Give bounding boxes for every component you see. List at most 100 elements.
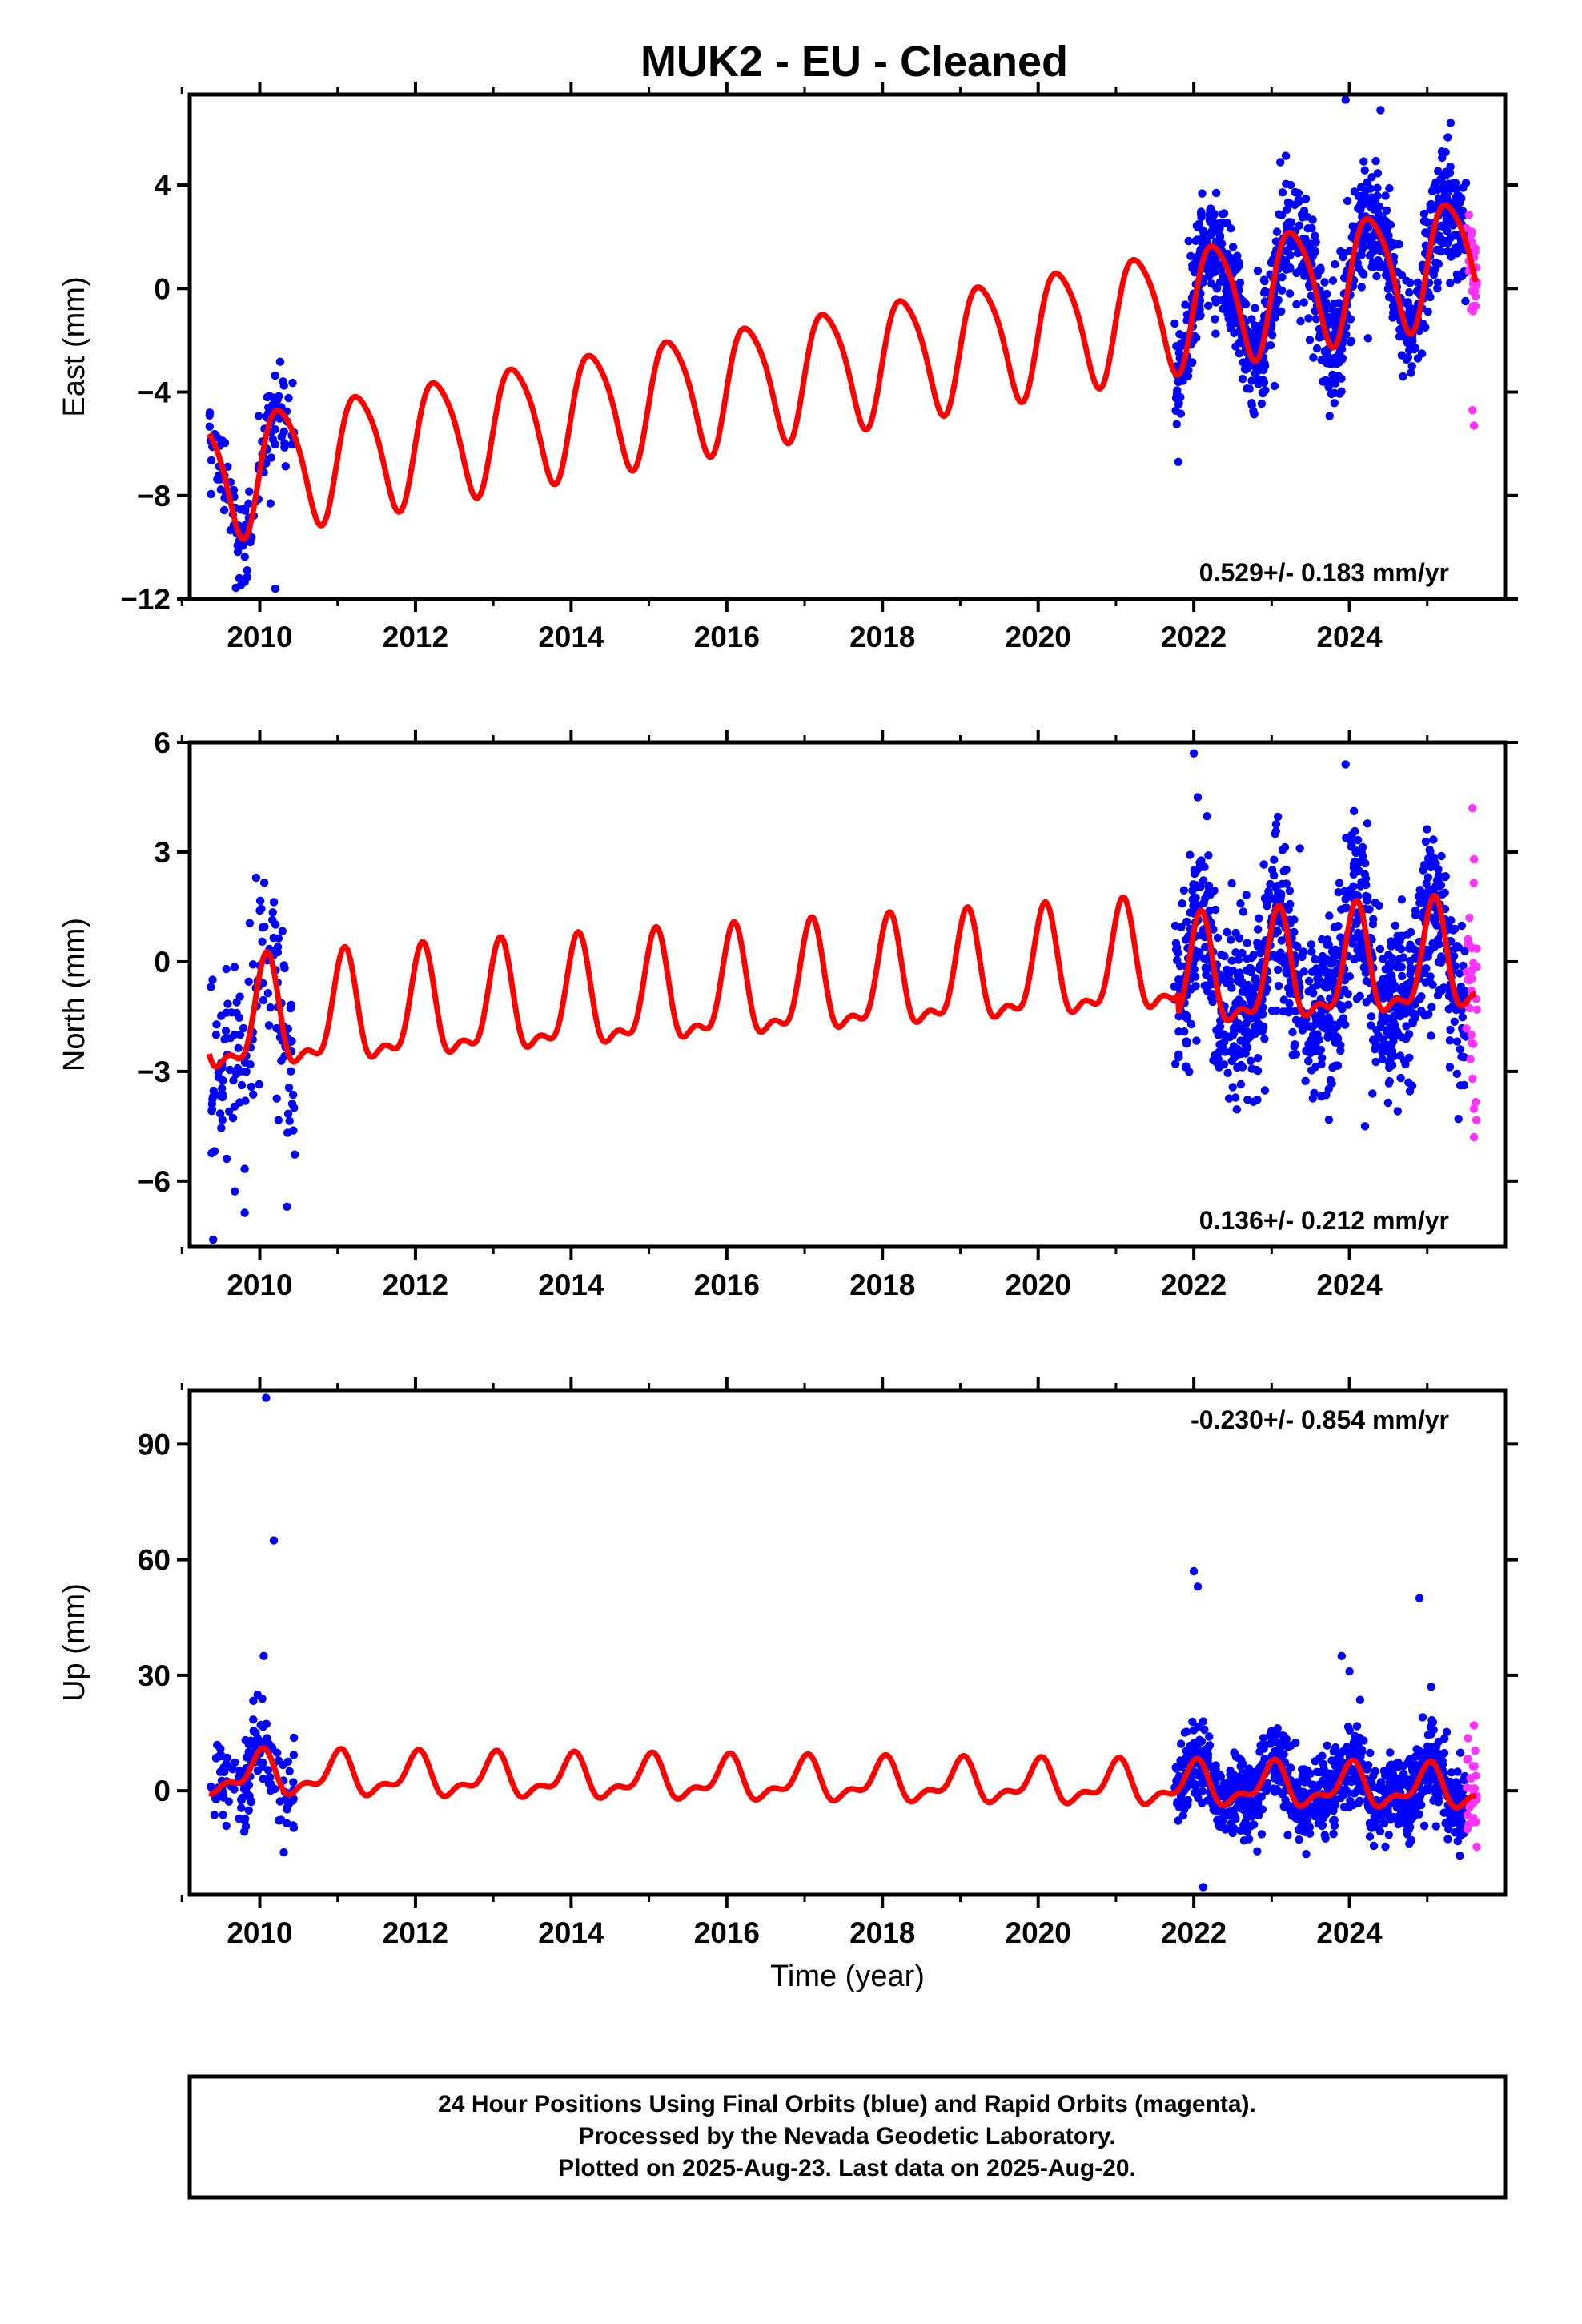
final-orbit-point	[1291, 187, 1299, 197]
final-orbit-point	[235, 1031, 245, 1039]
final-orbit-point	[1423, 825, 1431, 834]
final-orbit-point	[1459, 961, 1468, 971]
final-orbit-point	[251, 873, 261, 883]
final-orbit-point	[1433, 278, 1443, 287]
final-orbit-point	[280, 439, 289, 448]
final-orbit-point	[1231, 948, 1240, 957]
final-orbit-point	[1278, 1731, 1287, 1740]
final-orbit-point	[1386, 1748, 1395, 1757]
final-orbit-point	[1180, 1012, 1189, 1021]
final-orbit-point	[1219, 219, 1228, 227]
final-orbit-point	[1211, 905, 1220, 915]
final-orbit-point	[1312, 344, 1322, 353]
final-orbit-point	[1240, 1028, 1250, 1037]
final-orbit-point	[1406, 956, 1415, 966]
final-orbit-point	[1340, 249, 1349, 258]
final-orbit-point	[237, 1803, 246, 1812]
final-orbit-point	[1300, 271, 1309, 280]
final-orbit-point	[1264, 887, 1273, 896]
final-orbit-point	[1413, 354, 1423, 363]
final-orbit-point	[1388, 302, 1398, 311]
final-orbit-point	[1291, 1739, 1300, 1747]
final-orbit-point	[237, 1795, 246, 1805]
final-orbit-point	[1182, 310, 1192, 319]
final-orbit-point	[1384, 1079, 1394, 1088]
final-orbit-point	[1243, 1820, 1251, 1829]
final-orbit-point	[1404, 1078, 1413, 1087]
final-orbit-point	[1278, 1790, 1287, 1799]
up-axis-ticks: 2010 2012 2014 2016 2018 2020 2022 2024 90 60 30 0	[138, 1377, 1518, 1949]
final-orbit-point	[1381, 1842, 1390, 1852]
final-orbit-point	[1312, 1032, 1322, 1041]
final-orbit-point	[1359, 1736, 1368, 1745]
final-orbit-point	[240, 1814, 250, 1823]
final-orbit-point	[1230, 1785, 1239, 1794]
final-orbit-point	[1321, 1834, 1330, 1843]
final-orbit-point	[1219, 1030, 1228, 1039]
final-orbit-point	[1231, 928, 1240, 938]
final-orbit-point	[1451, 943, 1460, 953]
final-orbit-point	[1373, 169, 1383, 178]
final-orbit-point	[1270, 870, 1279, 880]
final-orbit-point	[1451, 1828, 1460, 1837]
up-x-axis-label: Time (year)	[770, 1960, 925, 1993]
final-orbit-point	[1227, 956, 1236, 965]
rapid-orbit-point	[1470, 1784, 1480, 1793]
final-orbit-point	[1227, 1056, 1236, 1066]
final-orbit-point	[1357, 241, 1367, 251]
final-orbit-point	[208, 975, 217, 984]
north-panel: 2010 2012 2014 2016 2018 2020 2022 2024630−3−6 …	[58, 726, 1518, 1301]
final-orbit-point	[1220, 951, 1229, 961]
final-orbit-point	[248, 960, 258, 969]
final-orbit-point	[1386, 1773, 1395, 1783]
final-orbit-point	[1321, 376, 1331, 384]
caption-box: 24 Hour Positions Using Final Orbits (bl…	[187, 2074, 1508, 2200]
final-orbit-point	[251, 1728, 260, 1737]
final-orbit-point	[235, 1767, 244, 1777]
final-orbit-point	[1242, 1019, 1251, 1028]
final-orbit-point	[1336, 933, 1345, 942]
north-plot-frame	[187, 740, 1508, 1249]
final-orbit-point	[279, 1760, 287, 1770]
final-orbit-point	[1286, 237, 1295, 246]
final-orbit-point	[1424, 1747, 1434, 1757]
rapid-orbit-point	[1468, 965, 1477, 974]
final-orbit-point	[1406, 963, 1415, 972]
final-orbit-point	[243, 566, 251, 575]
final-orbit-point	[1443, 1835, 1452, 1844]
final-orbit-point	[1397, 271, 1407, 279]
final-orbit-point	[1244, 1835, 1254, 1844]
final-orbit-point	[1195, 296, 1205, 305]
final-orbit-point	[1232, 1019, 1241, 1029]
final-orbit-point	[1368, 919, 1378, 929]
final-orbit-point	[265, 392, 274, 400]
final-orbit-point	[1267, 331, 1277, 340]
final-orbit-point	[1422, 964, 1431, 973]
final-orbit-point	[1398, 971, 1407, 981]
final-orbit-point	[1171, 1059, 1180, 1068]
rapid-orbit-point	[1469, 854, 1479, 864]
north-rate-label: 0.136+/- 0.212 mm/yr	[1199, 1206, 1449, 1235]
final-orbit-point	[1403, 1830, 1412, 1839]
final-orbit-point	[258, 1695, 267, 1703]
final-orbit-point	[1330, 923, 1339, 932]
east-plot-frame	[187, 92, 1508, 601]
final-orbit-point	[231, 1187, 239, 1196]
final-orbit-point	[1421, 837, 1431, 846]
final-orbit-point	[1270, 381, 1279, 391]
final-orbit-point	[1395, 1051, 1405, 1060]
final-orbit-point	[1430, 915, 1439, 924]
final-orbit-point	[1331, 310, 1339, 319]
final-orbit-point	[1383, 219, 1391, 227]
final-orbit-point	[1384, 1030, 1394, 1039]
final-orbit-point	[269, 1536, 279, 1545]
final-orbit-point	[289, 1733, 299, 1743]
final-orbit-point	[1211, 188, 1221, 198]
final-orbit-point	[1445, 1063, 1455, 1072]
final-orbit-point	[268, 908, 277, 917]
final-orbit-point	[1374, 1823, 1383, 1832]
final-orbit-point	[1182, 917, 1191, 927]
final-orbit-point	[1345, 972, 1355, 981]
final-orbit-point	[1199, 876, 1208, 885]
final-orbit-point	[1337, 1651, 1347, 1660]
